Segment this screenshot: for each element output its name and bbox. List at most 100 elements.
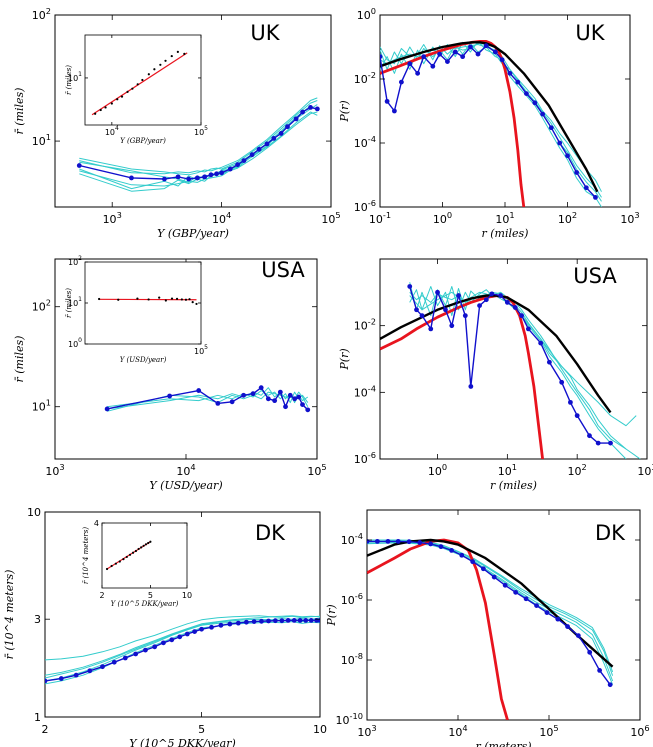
dk-radius-series-sample-4 — [45, 617, 320, 679]
uk-dist-mean-point-4 — [407, 61, 413, 67]
uk-inset-xlabel: Y (GBP/year) — [120, 137, 166, 145]
uk-inset-point-0 — [94, 112, 97, 115]
uk-inset-point-16 — [183, 52, 186, 55]
usa-inset-point-5 — [164, 299, 167, 302]
dk-dist-mean-point-23 — [607, 682, 613, 688]
uk-radius-mean-point-0 — [76, 163, 82, 168]
uk-dist-xtick-label-0: 10-1 — [369, 210, 391, 226]
dk-radius-ytick-label-1: 3 — [34, 613, 41, 626]
usa-inset-point-2 — [136, 297, 139, 300]
uk-inset-point-4 — [116, 98, 119, 101]
dk-dist-xlabel: r (meters) — [475, 740, 531, 747]
uk-radius-mean-point-12 — [241, 158, 247, 164]
uk-inset-xtick-label-0: 104 — [105, 125, 119, 137]
usa-dist-ylabel: P(r) — [338, 348, 351, 370]
dk-radius-mean-point-14 — [192, 629, 197, 634]
dk-inset-point-7 — [131, 551, 135, 554]
usa-dist-mean-point-0 — [407, 284, 413, 289]
usa-dist-mean-point-23 — [587, 433, 592, 439]
dk-dist-mean-point-8 — [449, 548, 454, 553]
dk-radius-mean-point-21 — [251, 619, 257, 624]
dk-radius-mean-point-10 — [161, 640, 166, 646]
uk-inset-point-9 — [141, 78, 144, 82]
usa-dist-mean-point-24 — [595, 440, 601, 446]
usa-radius-mean-point-6 — [250, 391, 256, 397]
uk-radius-country-label: UK — [250, 21, 280, 45]
uk-dist-mean-point-6 — [421, 54, 427, 60]
uk-inset-point-2 — [104, 106, 107, 109]
uk-inset-fit-line — [91, 52, 188, 116]
dk-dist-mean-point-19 — [565, 624, 570, 629]
dk-radius-ytick-label-0: 1 — [34, 711, 41, 724]
usa-radius-mean-point-7 — [258, 385, 264, 391]
usa-radius-mean-point-15 — [300, 402, 305, 407]
dk-dist-mean-point-22 — [597, 668, 603, 673]
uk-radius-mean-point-11 — [235, 162, 240, 168]
uk-radius-mean-point-9 — [219, 170, 225, 176]
uk-dist-xlabel: r (miles) — [482, 227, 529, 240]
usa-dist-frame — [379, 258, 648, 460]
usa-dist-mean-point-12 — [489, 291, 495, 297]
dk-radius-mean-point-18 — [227, 621, 233, 627]
dk-radius-xlabel: Y (10^5 DKK/year) — [129, 737, 236, 747]
dk-dist-xtick-label-0: 103 — [357, 723, 376, 739]
usa-dist-panel: 100 101 102 103 10-6 10-4 10-2 r (miles) P(r) USA — [338, 258, 653, 492]
dk-radius-mean-point-26 — [285, 617, 291, 623]
usa-inset-xtick-label-0: 105 — [194, 344, 208, 356]
usa-dist-mean-point-22 — [574, 413, 580, 419]
usa-radius-xtick-label-2: 105 — [307, 462, 326, 478]
uk-inset-ytick-label-0: 101 — [68, 71, 82, 83]
usa-dist-xtick-label-0: 100 — [428, 462, 447, 478]
usa-dist-mean-point-11 — [483, 297, 489, 303]
dk-radius-xtick-label-1: 5 — [198, 723, 205, 736]
uk-radius-ytick-label-1: 102 — [32, 6, 51, 22]
dk-dist-mean-point-15 — [523, 596, 529, 602]
dk-radius-mean-point-3 — [87, 668, 93, 674]
uk-dist-mean-point-26 — [583, 185, 589, 191]
usa-dist-xtick-label-3: 103 — [637, 462, 653, 478]
dk-dist-mean-point-13 — [502, 582, 508, 588]
dk-dist-ytick-label-1: 10-8 — [341, 651, 363, 667]
uk-inset-point-7 — [131, 87, 134, 90]
uk-inset-point-8 — [136, 83, 139, 86]
dk-radius-mean-point-12 — [177, 634, 183, 640]
uk-radius-mean-point-4 — [186, 176, 192, 182]
usa-radius-mean-point-14 — [296, 394, 302, 400]
dk-dist-mean-point-18 — [555, 616, 561, 622]
dk-radius-mean-point-0 — [45, 678, 48, 684]
usa-radius-mean-point-10 — [277, 389, 283, 395]
usa-dist-xlabel: r (miles) — [490, 479, 537, 492]
dk-radius-mean-point-6 — [122, 655, 128, 661]
uk-inset-panel: 104 105 101 Y (GBP/year) r̄ (miles) — [65, 34, 208, 145]
usa-radius-mean-point-12 — [287, 392, 293, 398]
uk-dist-mean-point-24 — [565, 153, 570, 159]
usa-dist-mean-point-15 — [512, 305, 518, 310]
uk-dist-mean-point-13 — [475, 51, 481, 57]
dk-dist-xtick-label-2: 105 — [539, 723, 558, 739]
usa-dist-xtick-label-2: 102 — [568, 462, 587, 478]
dk-dist-mean-point-7 — [438, 544, 444, 550]
usa-dist-series-mean-4 — [409, 286, 611, 444]
usa-radius-series-sample-2 — [106, 391, 309, 412]
usa-inset-point-11 — [191, 301, 194, 304]
dk-radius-country-label: DK — [255, 521, 286, 545]
dk-radius-mean-point-15 — [199, 626, 204, 632]
uk-dist-mean-point-16 — [499, 57, 505, 63]
usa-inset-point-3 — [147, 298, 150, 301]
usa-dist-mean-point-7 — [456, 293, 461, 298]
usa-radius-xlabel: Y (USD/year) — [149, 479, 222, 492]
uk-radius-mean-point-5 — [194, 175, 200, 181]
uk-dist-mean-point-20 — [532, 100, 538, 106]
dk-inset-point-3 — [118, 560, 121, 563]
uk-radius-mean-point-22 — [314, 106, 320, 112]
dk-inset-ylabel: r̄ (10^4 meters) — [82, 527, 90, 584]
uk-dist-mean-point-1 — [384, 98, 390, 104]
dk-dist-ytick-label-0: 10-10 — [336, 711, 363, 727]
dk-dist-mean-point-16 — [534, 603, 539, 609]
usa-dist-mean-point-5 — [443, 307, 448, 313]
usa-radius-country-label: USA — [261, 258, 305, 282]
usa-radius-ytick-label-1: 102 — [32, 298, 51, 314]
dk-radius-mean-point-29 — [303, 617, 309, 623]
dk-radius-series-sample-1 — [45, 615, 320, 676]
